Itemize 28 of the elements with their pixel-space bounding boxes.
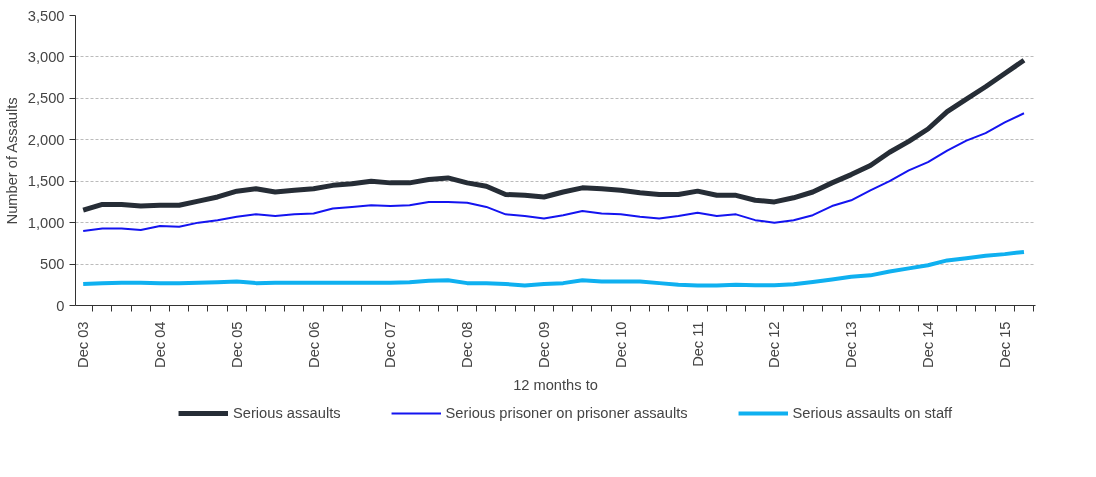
x-tick-label: Dec 04 [151, 321, 168, 368]
y-tick-label: 3,000 [27, 48, 65, 65]
x-tick-label: Dec 12 [766, 321, 783, 368]
y-tick-label: 1,000 [27, 214, 65, 231]
legend-label: Serious assaults on staff [792, 405, 952, 421]
line-series [82, 112, 1025, 232]
x-axis-title: 12 months to [513, 376, 598, 393]
x-tick-label: Dec 10 [612, 321, 629, 368]
x-tick-label: Dec 15 [996, 321, 1013, 368]
legend-label: Serious assaults [233, 405, 341, 421]
x-tick-label: Dec 05 [228, 321, 245, 368]
x-tick-label: Dec 07 [382, 321, 399, 368]
y-tick-label: 2,000 [27, 131, 65, 148]
y-tick-label: 0 [56, 297, 65, 314]
y-tick-label: 3,500 [27, 7, 65, 24]
x-tick-label: Dec 03 [75, 321, 92, 368]
line-series [81, 249, 1026, 288]
x-tick-label: Dec 11 [689, 321, 706, 367]
y-tick-label: 1,500 [27, 173, 65, 190]
x-tick-label: Dec 06 [305, 321, 322, 368]
y-tick-label: 2,500 [27, 90, 65, 107]
y-tick-label: 500 [40, 256, 65, 273]
x-tick-label: Dec 08 [459, 321, 476, 368]
x-tick-label: Dec 13 [843, 321, 860, 368]
x-tick-label: Dec 14 [919, 321, 936, 368]
x-tick-label: Dec 09 [535, 321, 552, 368]
legend-label: Serious prisoner on prisoner assaults [445, 405, 688, 421]
y-axis-title: Number of Assaults [3, 97, 20, 225]
